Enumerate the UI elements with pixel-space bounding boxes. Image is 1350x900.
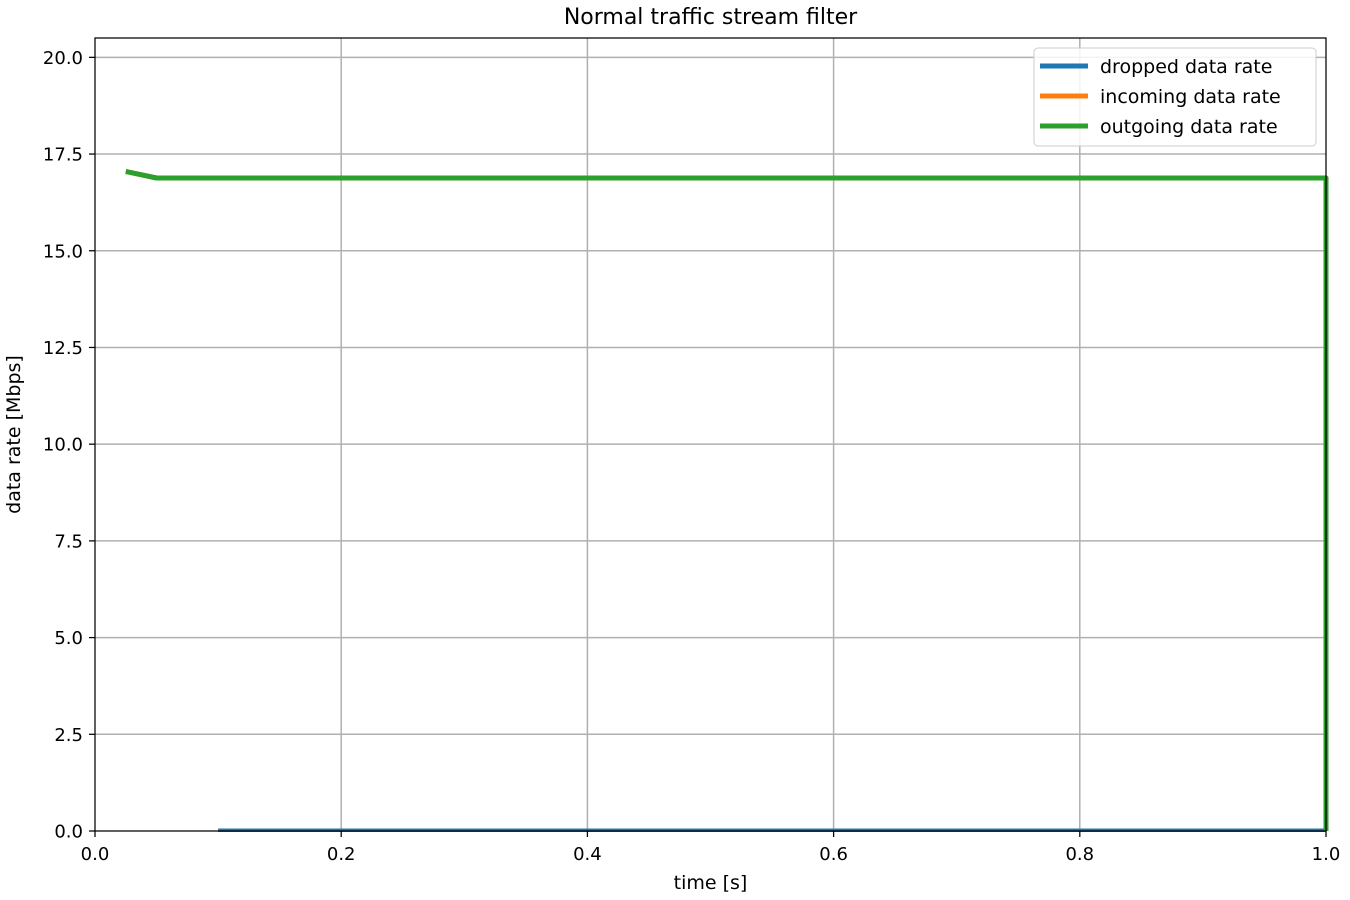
legend-label-2: incoming data rate — [1100, 86, 1281, 108]
y-tick-label: 15.0 — [43, 241, 83, 262]
chart-title: Normal traffic stream filter — [564, 5, 858, 30]
y-tick-label: 20.0 — [43, 48, 83, 69]
x-tick-label: 0.6 — [819, 844, 848, 865]
y-tick-label: 0.0 — [54, 822, 83, 843]
x-axis-label: time [s] — [674, 872, 748, 894]
legend-box — [1033, 47, 1317, 147]
x-tick-label: 0.2 — [327, 844, 356, 865]
grid — [95, 38, 1326, 831]
x-tick-label: 0.0 — [81, 844, 110, 865]
y-tick-label: 7.5 — [54, 531, 83, 552]
x-tick-label: 0.8 — [1065, 844, 1094, 865]
x-tick-label: 1.0 — [1312, 844, 1341, 865]
plot-frame — [94, 37, 1327, 832]
legend-label-1: dropped data rate — [1100, 56, 1272, 78]
legend: dropped data rate incoming data rate outgo… — [1033, 47, 1317, 147]
y-tick-label: 17.5 — [43, 145, 83, 166]
y-tick-label: 2.5 — [54, 725, 83, 746]
y-tick-label: 12.5 — [43, 338, 83, 359]
y-tick-label: 10.0 — [43, 435, 83, 456]
y-tick-label: 5.0 — [54, 628, 83, 649]
ticks: 0.0 0.2 0.4 0.6 0.8 1.0 0.0 2.5 5.0 7.5 10.0 12.5 15… — [43, 48, 1340, 865]
y-axis-label: data rate [Mbps] — [3, 355, 25, 514]
legend-label-3: outgoing data rate — [1100, 116, 1278, 138]
x-tick-label: 0.4 — [573, 844, 602, 865]
